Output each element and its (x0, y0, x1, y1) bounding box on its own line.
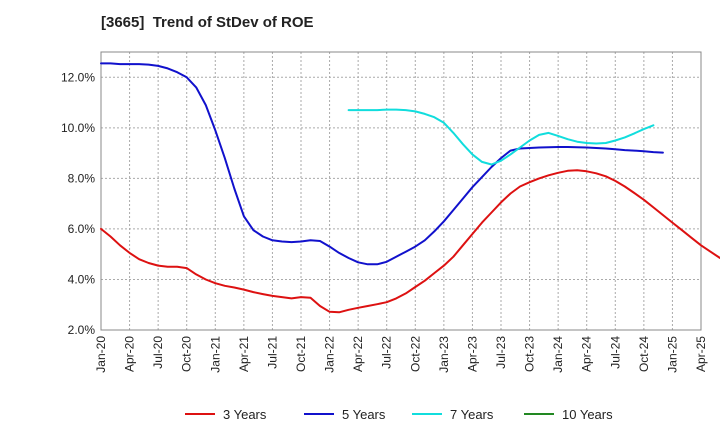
x-tick-label: Jul-21 (265, 336, 279, 369)
x-tick-label: Apr-22 (351, 336, 365, 372)
x-tick-label: Jul-20 (151, 336, 165, 369)
y-tick-label: 2.0% (68, 323, 96, 337)
x-tick-label: Oct-22 (408, 336, 422, 372)
x-tick-label: Jan-20 (94, 336, 108, 373)
x-tick-label: Oct-21 (294, 336, 308, 372)
chart-title: [3665] Trend of StDev of ROE (101, 14, 314, 31)
x-tick-label: Apr-20 (123, 336, 137, 372)
legend-label-10-years: 10 Years (562, 407, 613, 422)
x-tick-label: Oct-20 (180, 336, 194, 372)
x-tick-label: Jul-24 (608, 336, 622, 369)
x-tick-label: Apr-24 (580, 336, 594, 372)
x-tick-label: Jan-21 (208, 336, 222, 373)
plot-frame (100, 51, 702, 331)
x-tick-label: Jan-23 (437, 336, 451, 373)
series-line-7-years (347, 108, 655, 166)
x-tick-label: Apr-21 (237, 336, 251, 372)
x-tick-label: Jul-22 (380, 336, 394, 369)
legend-label-7-years: 7 Years (450, 407, 494, 422)
y-tick-label: 6.0% (68, 222, 96, 236)
series-line-5-years (100, 62, 664, 266)
y-tick-label: 10.0% (61, 121, 95, 135)
x-tick-label: Jan-24 (551, 336, 565, 373)
x-tick-label: Jan-22 (323, 336, 337, 373)
legend-label-5-years: 5 Years (342, 407, 386, 422)
x-tick-label: Jan-25 (665, 336, 679, 373)
y-tick-label: 8.0% (68, 171, 96, 185)
x-tick-label: Oct-23 (523, 336, 537, 372)
y-tick-label: 4.0% (68, 272, 96, 286)
x-tick-label: Oct-24 (637, 336, 651, 372)
x-tick-label: Jul-23 (494, 336, 508, 369)
x-tick-label: Apr-23 (465, 336, 479, 372)
x-tick-label: Apr-25 (694, 336, 708, 372)
legend-label-3-years: 3 Years (223, 407, 267, 422)
y-tick-label: 12.0% (61, 70, 95, 84)
series-line-3-years (100, 169, 720, 314)
